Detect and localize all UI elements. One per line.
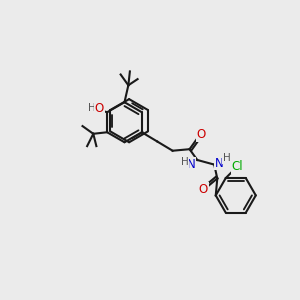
Text: H: H	[181, 157, 189, 167]
Text: H: H	[88, 103, 96, 113]
Text: N: N	[187, 158, 196, 171]
Text: O: O	[95, 102, 104, 115]
Text: Cl: Cl	[232, 160, 243, 173]
Text: O: O	[196, 128, 206, 141]
Text: N: N	[214, 157, 223, 169]
Text: H: H	[223, 153, 230, 164]
Text: O: O	[199, 183, 208, 196]
